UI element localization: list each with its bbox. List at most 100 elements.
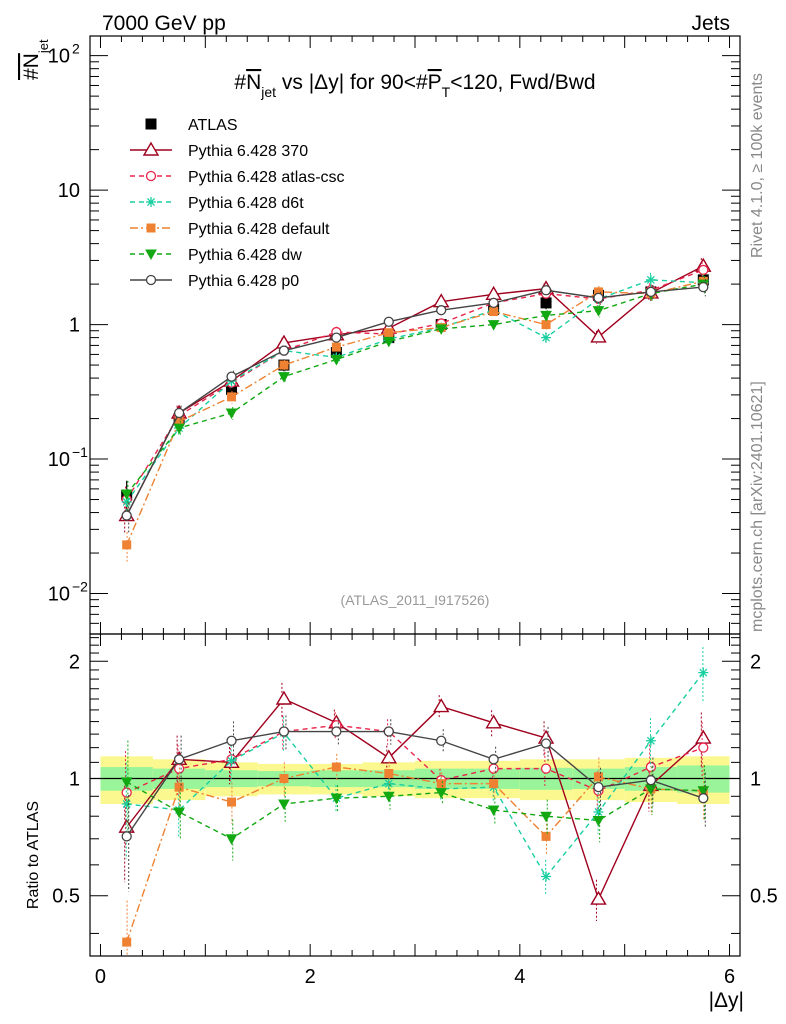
series-3-ratio-marker (489, 779, 499, 789)
y-tick-label: 10 (48, 449, 70, 471)
series-0-marker (590, 328, 607, 343)
plot-title: #Njet vs |Δy| for 90<#PT<120, Fwd/Bwd (234, 71, 595, 100)
series-3-ratio-marker (227, 797, 237, 807)
header-left: 7000 GeV pp (102, 12, 226, 35)
series-5-marker (540, 285, 552, 296)
y-tick-exponent: −1 (72, 444, 88, 460)
series-4-marker (540, 310, 552, 322)
ratio-y-tick-label: 0.5 (52, 886, 80, 908)
series-5-marker (383, 316, 394, 327)
series-3-marker (279, 360, 289, 370)
series-0-ratio-marker (695, 729, 712, 744)
series-4-ratio-marker (487, 805, 500, 817)
series-3-marker (489, 307, 499, 317)
series-4-marker (330, 354, 343, 366)
y-tick-exponent: −2 (72, 579, 88, 595)
series-0-ratio-marker (590, 890, 607, 905)
rivet-label: Rivet 4.1.0, ≥ 100k events (749, 73, 766, 258)
series-5-ratio-marker (436, 735, 447, 746)
series-0-ratio-marker (275, 690, 293, 705)
ratio-y-axis-label: Ratio to ATLAS (25, 801, 42, 909)
legend-marker (146, 223, 156, 233)
series-4-marker (435, 324, 448, 335)
series-5-ratio-marker (331, 726, 342, 737)
ratio-y-tick-label-right: 2 (750, 651, 761, 673)
series-5-ratio-marker (698, 793, 709, 804)
series-2-marker (121, 496, 132, 507)
x-axis-label: |Δy| (709, 989, 744, 1012)
x-tick-label: 0 (95, 966, 106, 988)
series-3-marker (122, 540, 132, 550)
series-3-ratio-marker (384, 768, 394, 778)
legend-label: Pythia 6.428 default (188, 221, 330, 238)
ratio-y-tick-label-right: 1 (750, 768, 761, 790)
series-5-marker (173, 407, 185, 419)
legend-marker (146, 197, 156, 207)
header-right: Jets (691, 12, 730, 35)
series-3-line (126, 280, 704, 546)
legend-label: Pythia 6.428 dw (188, 247, 302, 264)
series-3-ratio-line (126, 766, 704, 943)
series-2-ratio-marker (541, 871, 552, 882)
series-5-ratio-line (126, 730, 704, 837)
atlas-data-point (540, 297, 552, 309)
series-1-marker (698, 264, 709, 276)
x-tick-label: 6 (724, 966, 735, 988)
series-3-ratio-marker (541, 831, 551, 841)
series-5-line (126, 286, 704, 516)
ratio-y-tick-label: 2 (69, 651, 80, 673)
series-5-marker (698, 281, 709, 293)
series-4-ratio-marker (540, 811, 552, 823)
series-3-ratio-marker (331, 762, 341, 772)
series-0-ratio-marker (432, 698, 450, 713)
series-2-ratio-marker (226, 755, 237, 766)
legend-label: ATLAS (188, 117, 238, 134)
series-4-marker (173, 423, 185, 435)
series-1-ratio-marker (540, 763, 552, 774)
series-4-ratio-marker (173, 807, 185, 819)
series-3-ratio-marker (122, 937, 132, 947)
series-5-marker (226, 371, 237, 382)
legend-marker (145, 274, 157, 286)
y-tick-label: 10 (58, 180, 80, 202)
ratio-y-tick-label: 1 (69, 768, 80, 790)
series-3-ratio-marker (174, 782, 184, 792)
series-4-ratio-marker (330, 793, 343, 805)
series-2-ratio-marker (121, 798, 132, 809)
legend-marker (142, 141, 160, 156)
series-3-marker (384, 328, 394, 338)
series-5-marker (436, 305, 447, 316)
series-0-ratio-marker (485, 714, 502, 729)
series-5-marker (331, 332, 342, 343)
series-5-ratio-marker (173, 754, 185, 765)
legend-marker (145, 170, 157, 182)
series-4-line (126, 283, 704, 495)
y-tick-label: 10 (48, 584, 70, 606)
legend-label: Pythia 6.428 p0 (188, 273, 299, 290)
legend-marker (145, 249, 157, 261)
series-4-ratio-marker (225, 834, 238, 845)
y-axis-label: #Njet (20, 39, 51, 80)
series-5-marker (121, 510, 132, 521)
series-3-ratio-marker (593, 772, 603, 782)
legend-label: Pythia 6.428 370 (188, 143, 308, 160)
series-5-ratio-marker (226, 735, 237, 746)
legend-label: Pythia 6.428 atlas-csc (188, 169, 345, 186)
series-5-marker (488, 297, 499, 309)
legend-atlas-marker (145, 118, 157, 130)
series-2-marker (645, 274, 656, 285)
series-5-marker (645, 286, 657, 298)
series-4-ratio-marker (382, 791, 395, 803)
series-4-ratio-marker (435, 788, 448, 799)
x-tick-label: 4 (514, 966, 525, 988)
x-tick-label: 2 (305, 966, 316, 988)
series-4-marker (592, 306, 605, 317)
series-4-ratio-line (126, 781, 704, 840)
series-2-marker (541, 332, 552, 343)
series-5-ratio-marker (121, 831, 132, 842)
y-tick-label: 1 (69, 315, 80, 337)
mcplots-label: mcplots.cern.ch [arXiv:2401.10621] (749, 381, 766, 632)
legend-label: Pythia 6.428 d6t (188, 195, 304, 212)
series-5-ratio-marker (645, 775, 657, 786)
